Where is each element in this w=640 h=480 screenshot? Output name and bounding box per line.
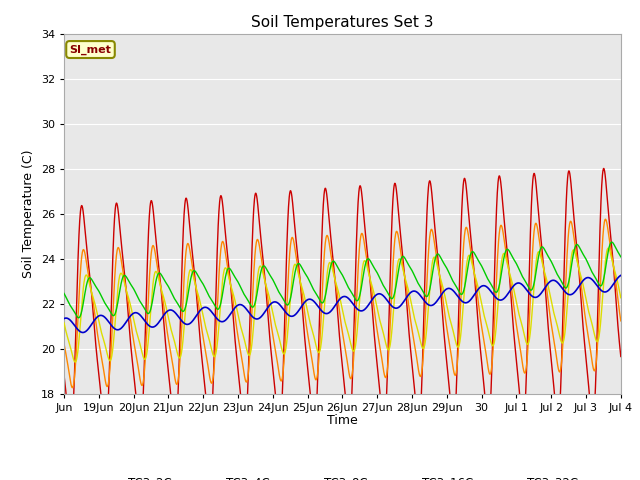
TC3_8Cm xyxy=(337,298,344,303)
Line: TC3_16Cm: TC3_16Cm xyxy=(64,242,621,318)
TC3_4Cm xyxy=(602,216,609,222)
Text: SI_met: SI_met xyxy=(70,44,111,55)
TC3_16Cm xyxy=(75,315,83,321)
TC3_4Cm xyxy=(243,379,250,385)
TC3_16Cm xyxy=(60,290,68,296)
TC3_4Cm xyxy=(108,342,115,348)
TC3_4Cm xyxy=(617,318,625,324)
TC3_32Cm xyxy=(150,324,157,330)
Line: TC3_2Cm: TC3_2Cm xyxy=(64,168,621,432)
TC3_8Cm xyxy=(150,276,157,281)
TC3_2Cm xyxy=(108,301,115,307)
TC3_8Cm xyxy=(71,359,79,365)
TC3_8Cm xyxy=(444,304,451,310)
TC3_2Cm xyxy=(67,429,75,434)
TC3_32Cm xyxy=(500,296,508,301)
TC3_4Cm xyxy=(444,326,451,332)
TC3_16Cm xyxy=(617,254,625,260)
TC3_32Cm xyxy=(108,323,115,328)
Y-axis label: Soil Temperature (C): Soil Temperature (C) xyxy=(22,149,35,278)
TC3_2Cm xyxy=(337,344,344,350)
TC3_16Cm xyxy=(150,291,157,297)
TC3_32Cm xyxy=(617,273,625,278)
TC3_4Cm xyxy=(500,235,508,240)
TC3_32Cm xyxy=(444,286,451,292)
TC3_8Cm xyxy=(500,251,508,256)
TC3_8Cm xyxy=(617,295,625,300)
TC3_2Cm xyxy=(500,214,508,219)
TC3_2Cm xyxy=(150,212,157,218)
TC3_16Cm xyxy=(337,269,344,275)
TC3_16Cm xyxy=(108,311,115,317)
TC3_16Cm xyxy=(500,255,508,261)
TC3_4Cm xyxy=(68,385,76,391)
TC3_8Cm xyxy=(604,245,612,251)
TC3_32Cm xyxy=(337,296,344,301)
TC3_32Cm xyxy=(60,316,68,322)
Line: TC3_8Cm: TC3_8Cm xyxy=(64,248,621,362)
TC3_2Cm xyxy=(243,416,250,422)
TC3_2Cm xyxy=(617,354,625,360)
X-axis label: Time: Time xyxy=(327,414,358,427)
Line: TC3_32Cm: TC3_32Cm xyxy=(64,276,621,333)
TC3_32Cm xyxy=(243,306,250,312)
TC3_8Cm xyxy=(108,355,115,361)
TC3_2Cm xyxy=(600,166,607,171)
TC3_16Cm xyxy=(608,239,616,245)
TC3_2Cm xyxy=(444,361,451,367)
TC3_16Cm xyxy=(444,266,451,272)
TC3_8Cm xyxy=(60,320,68,325)
TC3_16Cm xyxy=(243,295,250,300)
TC3_4Cm xyxy=(337,316,344,322)
Legend: TC3_2Cm, TC3_4Cm, TC3_8Cm, TC3_16Cm, TC3_32Cm: TC3_2Cm, TC3_4Cm, TC3_8Cm, TC3_16Cm, TC3… xyxy=(91,471,594,480)
TC3_2Cm xyxy=(60,372,68,378)
TC3_4Cm xyxy=(60,341,68,347)
Line: TC3_4Cm: TC3_4Cm xyxy=(64,219,621,388)
Title: Soil Temperatures Set 3: Soil Temperatures Set 3 xyxy=(251,15,434,30)
TC3_32Cm xyxy=(79,330,86,336)
TC3_8Cm xyxy=(243,345,250,350)
TC3_4Cm xyxy=(150,243,157,249)
